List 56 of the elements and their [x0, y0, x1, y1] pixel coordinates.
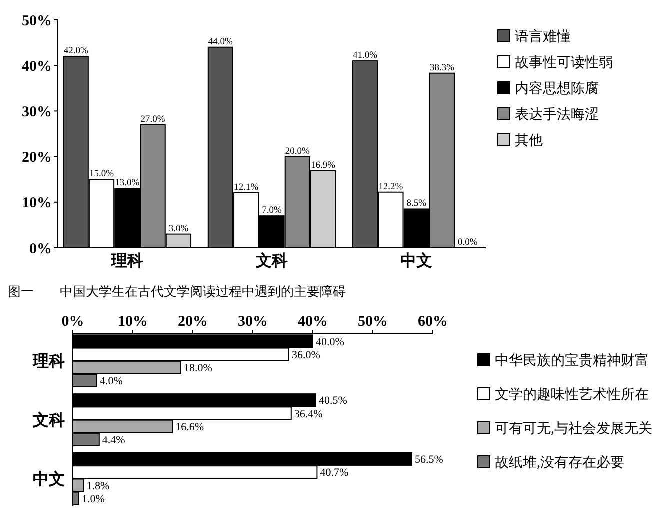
legend-label: 语言难懂	[515, 29, 571, 45]
y-tick-label: 0%	[30, 241, 52, 258]
x-tick-label: 文科	[255, 252, 288, 270]
y-tick-label: 中文	[33, 470, 65, 489]
data-label: 18.0%	[184, 362, 212, 375]
data-label: 8.5%	[406, 199, 427, 210]
data-label: 1.0%	[82, 493, 105, 506]
data-label: 44.0%	[208, 37, 234, 48]
x-tick-label: 30%	[238, 314, 268, 330]
y-tick-label: 30%	[22, 104, 52, 120]
data-label: 27.0%	[140, 114, 166, 125]
data-label: 40.5%	[319, 395, 348, 408]
data-label: 0.0%	[458, 238, 478, 248]
legend-label: 故纸堆,没有存在必要	[495, 455, 624, 471]
y-tick-label: 50%	[22, 13, 52, 30]
data-label: 13.0%	[115, 178, 140, 189]
data-label: 56.5%	[415, 454, 444, 466]
x-tick-label: 中文	[400, 252, 433, 270]
legend-label: 表达手法晦涩	[515, 107, 599, 123]
legend-label: 其他	[515, 133, 543, 149]
data-label: 16.6%	[176, 421, 204, 434]
data-label: 3.0%	[168, 224, 189, 234]
y-tick-label: 理科	[32, 352, 65, 371]
data-label: 12.1%	[234, 182, 259, 193]
data-label: 16.9%	[311, 160, 336, 171]
x-tick-label: 0%	[62, 314, 84, 330]
x-tick-label: 40%	[298, 314, 328, 330]
data-label: 7.0%	[262, 206, 282, 216]
data-label: 4.0%	[100, 376, 123, 388]
y-tick-label: 40%	[22, 58, 52, 75]
x-tick-label: 50%	[358, 314, 388, 330]
legend-label: 文学的趣味性艺术性所在	[495, 387, 649, 403]
legend-label: 中华民族的宝贵精神财富	[495, 353, 649, 369]
data-label: 40.7%	[320, 467, 349, 480]
x-tick-label: 60%	[418, 314, 448, 330]
data-label: 41.0%	[353, 51, 378, 62]
legend-label: 内容思想陈腐	[515, 81, 599, 97]
data-label: 36.4%	[294, 408, 323, 420]
text: 图一 中国大学生在古代文学阅读过程中遇到的主要障碍	[8, 284, 346, 299]
x-tick-label: 20%	[178, 314, 208, 330]
y-tick-label: 20%	[22, 150, 52, 166]
data-label: 1.8%	[86, 480, 110, 492]
y-tick-label: 10%	[22, 196, 52, 212]
data-label: 36.0%	[292, 349, 320, 362]
data-label: 40.0%	[316, 336, 344, 348]
data-label: 42.0%	[64, 46, 88, 56]
x-tick-label: 10%	[118, 314, 148, 330]
y-tick-label: 文科	[32, 412, 65, 430]
data-label: 12.2%	[378, 182, 404, 192]
data-label: 4.4%	[102, 434, 126, 447]
x-tick-label: 理科	[110, 252, 144, 270]
legend-label: 故事性可读性弱	[515, 55, 613, 71]
data-label: 38.3%	[430, 63, 455, 74]
data-label: 20.0%	[285, 146, 310, 157]
legend-label: 可有可无,与社会发展无关	[495, 421, 652, 437]
data-label: 15.0%	[89, 170, 114, 180]
